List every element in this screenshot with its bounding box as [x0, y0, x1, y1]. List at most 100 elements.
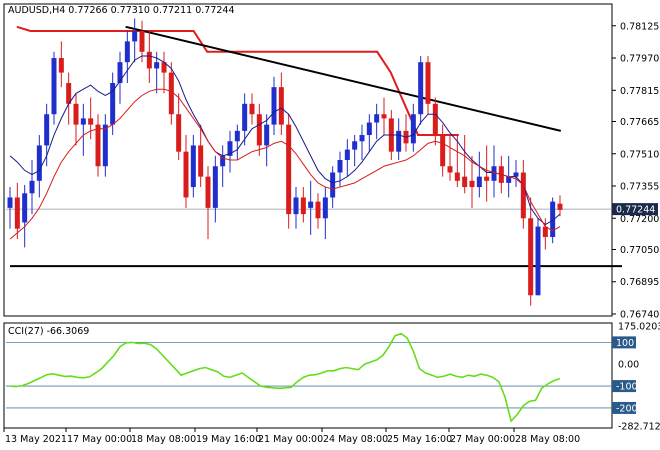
candle-body [80, 118, 86, 125]
candle-body [205, 176, 211, 208]
candle-body [198, 145, 204, 177]
x-tick-label: 24 May 08:00 [323, 434, 388, 445]
axis-layer: 0.78125 0.77970 0.77815 0.77665 0.77510 0.773… [3, 21, 660, 445]
candle-body [520, 172, 526, 219]
price-layer [6, 18, 622, 306]
candle-body [14, 197, 20, 229]
candle-body [410, 114, 416, 144]
candle-body [381, 114, 387, 119]
candle-body [506, 176, 512, 183]
candle-body [29, 180, 35, 194]
cci-level-tag [612, 401, 636, 414]
candle-body [374, 114, 380, 123]
cci-header: CCI(27) -66.3069 [8, 326, 89, 337]
candle-body [161, 62, 167, 73]
candle-body [286, 124, 292, 215]
candle-body [300, 197, 306, 215]
cci-tick-label: 175.0203 [618, 322, 660, 333]
candle-body [337, 160, 343, 173]
candle-body [256, 114, 262, 146]
candle-body [322, 197, 328, 219]
cci-level-tag [612, 380, 636, 393]
candle-body [535, 226, 541, 296]
candle-body [293, 197, 299, 215]
cci-layer [6, 332, 612, 423]
y-tick-label: 0.77200 [620, 214, 659, 225]
candle-body [212, 166, 218, 208]
candle-body [249, 103, 255, 115]
candle-body [110, 83, 116, 125]
candle-body [469, 180, 475, 188]
candle-body [418, 62, 424, 115]
candle-body [117, 62, 123, 83]
candle-body [7, 197, 13, 208]
candle-body [264, 124, 270, 146]
current-price-tag [612, 203, 658, 216]
candle-body [352, 141, 358, 150]
current-price-label: 0.77244 [616, 205, 655, 216]
y-tick-label: 0.76895 [620, 277, 659, 288]
candle-body [154, 62, 160, 69]
candle-body [190, 145, 196, 188]
y-tick-label: 0.77050 [620, 245, 659, 256]
candle-body [242, 103, 248, 131]
candle-body [432, 103, 438, 136]
y-tick-label: 0.77665 [620, 117, 659, 128]
candle-body [271, 87, 277, 125]
candle-body [513, 172, 519, 177]
candle-body [88, 118, 94, 125]
x-tick-label: 18 May 08:00 [131, 434, 196, 445]
cci-level-label: -200 [616, 403, 638, 414]
candle-body [44, 114, 50, 146]
candle-body [227, 141, 233, 156]
candle-body [425, 62, 431, 104]
candle-body [366, 122, 372, 136]
cci-level-tag [612, 336, 636, 349]
candle-body [308, 201, 314, 208]
ma-fast-line [9, 55, 561, 226]
candle-body [36, 145, 42, 181]
candle-body [315, 201, 321, 219]
x-tick-label: 21 May 00:00 [258, 434, 323, 445]
candle-body [176, 114, 182, 152]
candle-body [73, 103, 79, 125]
x-tick-label: 19 May 16:00 [196, 434, 261, 445]
cci-level-label: -100 [616, 382, 638, 393]
candle-body [344, 149, 350, 160]
cci-tick-label: 0.00 [618, 360, 639, 371]
y-tick-label: 0.77510 [620, 149, 659, 160]
candle-body [330, 172, 336, 198]
candle-body [484, 176, 490, 181]
candle-body [146, 51, 152, 69]
candle-body [454, 172, 460, 181]
price-header: AUDUSD,H4 0.77266 0.77310 0.77211 0.7724… [8, 5, 235, 16]
cci-line [9, 332, 561, 423]
candle-body [476, 176, 482, 188]
candle-body [66, 83, 72, 104]
candle-body [132, 30, 138, 42]
candle-body [58, 58, 64, 73]
candle-body [440, 135, 446, 167]
candle-body [491, 166, 497, 181]
x-tick-label: 13 May 2021 [5, 434, 67, 445]
candle-body [278, 87, 284, 125]
x-tick-label: 17 May 00:00 [67, 434, 132, 445]
ma-slow-line [9, 88, 561, 240]
candle-body [542, 226, 548, 237]
candle-body [396, 130, 402, 152]
candle-body [462, 176, 468, 188]
y-tick-label: 0.77970 [620, 54, 659, 65]
stop-line [16, 25, 459, 137]
candle-body [557, 203, 563, 210]
candle-body [447, 166, 453, 173]
candle-body [359, 135, 365, 142]
y-tick-label: 0.77815 [620, 86, 659, 97]
candle-body [528, 218, 534, 296]
y-tick-label: 0.77355 [620, 182, 659, 193]
candle-body [95, 124, 101, 167]
candle-body [124, 41, 130, 63]
candle-body [139, 30, 145, 52]
candle-body [102, 124, 108, 167]
x-tick-label: 25 May 16:00 [387, 434, 452, 445]
